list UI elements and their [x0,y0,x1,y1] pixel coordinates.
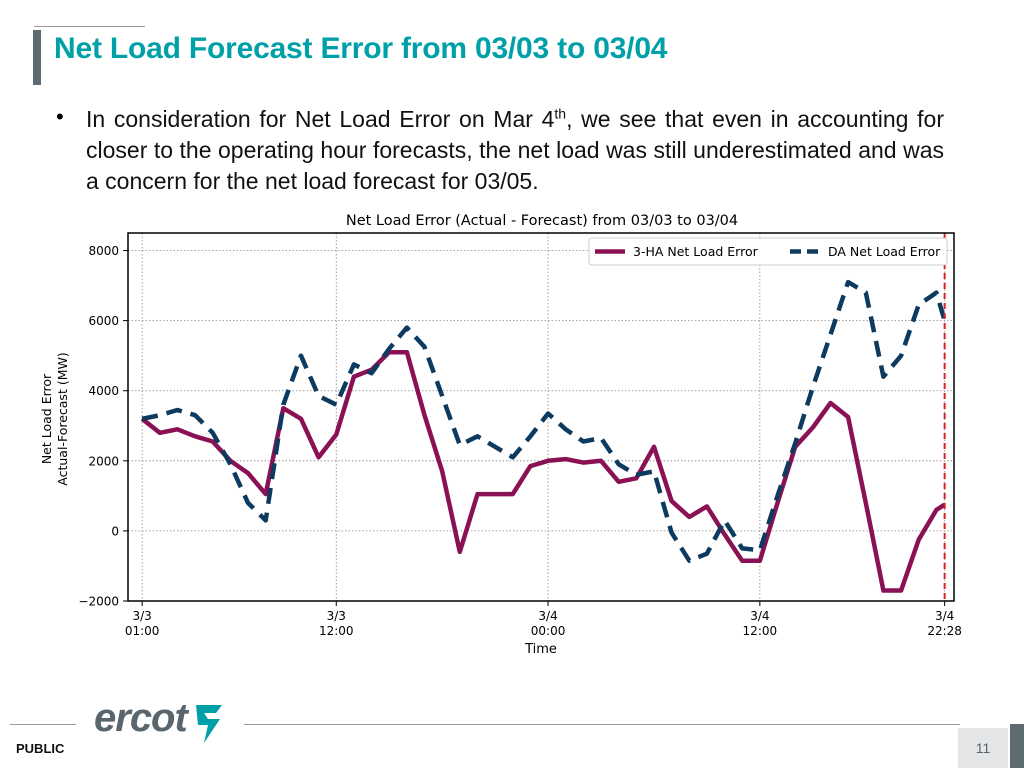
legend-label-da: DA Net Load Error [828,244,941,259]
tick-layer: −2000020004000600080003/301:003/312:003/… [78,244,962,638]
x-tick-label-time: 22:28 [927,624,962,638]
x-tick-label-date: 3/3 [327,609,346,623]
legend-box [588,237,948,266]
ercot-logo-mark-icon [196,705,222,743]
y-tick-label: 8000 [88,244,119,258]
footer-rule-right [244,724,960,725]
y-axis-label-line-2: Actual-Forecast (MW) [55,352,70,485]
bullet-marker: • [56,104,64,129]
bullet-text: In consideration for Net Load Error on M… [86,104,944,197]
chart-legend: 3-HA Net Load Error DA Net Load Error [588,237,948,266]
x-tick-label-time: 00:00 [531,624,566,638]
page-number-box [958,728,1008,768]
grid-layer [128,233,954,602]
title-accent-bar [33,30,41,85]
plot-frame [127,232,955,602]
x-tick-label-date: 3/4 [538,609,557,623]
legend-label-3ha: 3-HA Net Load Error [633,244,759,259]
y-tick-label: 0 [111,524,119,538]
y-axis-label-line-1: Net Load Error [39,373,54,464]
y-tick-label: 4000 [88,384,119,398]
top-rule [34,26,145,27]
x-tick-label-date: 3/4 [750,609,769,623]
x-axis-label: Time [524,642,557,657]
page-number: 11 [975,740,991,756]
chart-title: Net Load Error (Actual - Forecast) from … [346,213,738,229]
series-layer [140,233,947,601]
y-tick-label: 2000 [88,454,119,468]
ercot-logo: ercot [94,696,188,740]
x-tick-label-time: 12:00 [743,624,778,638]
x-tick-label-date: 3/3 [132,609,151,623]
y-tick-label: −2000 [78,595,119,609]
slide-title: Net Load Forecast Error from 03/03 to 03… [54,32,668,65]
bullet-text-part-2: , we see that even in accounting for clo… [86,106,944,194]
footer-rule-left [10,724,76,725]
bullet-text-part-1: In consideration for Net Load Error on M… [86,106,555,132]
page-tab [1010,724,1024,768]
series-line-da [141,279,947,563]
x-tick-label-time: 01:00 [125,624,160,638]
x-tick-label-time: 12:00 [319,624,354,638]
public-label: PUBLIC [16,741,65,756]
bullet-superscript: th [554,105,567,122]
y-tick-label: 6000 [88,314,119,328]
series-line-3ha [140,349,946,593]
x-tick-label-date: 3/4 [935,609,954,623]
